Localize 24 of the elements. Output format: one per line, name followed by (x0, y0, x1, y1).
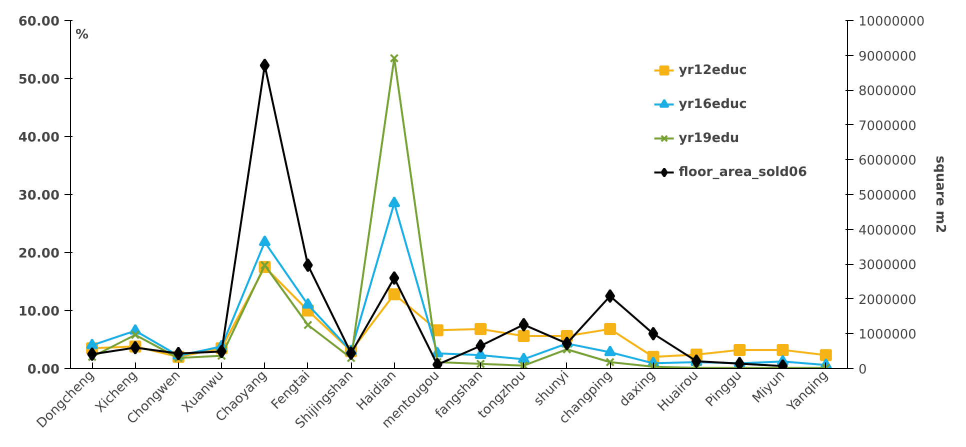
legend-label: yr12educ (678, 62, 747, 78)
y-tick-label: 60.00 (18, 14, 60, 30)
y2-tick-label: 9000000 (858, 49, 916, 64)
y2-tick-label: 0 (858, 362, 867, 378)
y2-tick-label: 8000000 (858, 84, 916, 100)
y-tick-label: 0.00 (27, 362, 60, 378)
y-tick-label: 50.00 (18, 72, 60, 88)
y2-tick-label: 5000000 (858, 188, 916, 204)
y2-tick-label: 1000000 (858, 328, 916, 343)
y2-tick-label: 2000000 (858, 292, 916, 308)
legend-label: floor_area_sold06 (678, 164, 807, 180)
legend-label: yr19edu (678, 130, 740, 146)
y2-tick-label: 7000000 (858, 118, 916, 134)
y2-tick-label: 4000000 (858, 223, 916, 238)
y-axis-title: % (76, 28, 89, 42)
legend-label: yr16educ (678, 96, 747, 112)
y-tick-label: 10.00 (18, 304, 60, 320)
y2-axis-title: square m2 (932, 156, 948, 234)
y2-tick-label: 3000000 (858, 258, 916, 274)
y2-tick-label: 6000000 (858, 154, 916, 169)
y-tick-label: 20.00 (18, 246, 60, 262)
y-tick-label: 40.00 (18, 130, 60, 146)
y2-tick-label: 10000000 (858, 14, 925, 30)
y-tick-label: 30.00 (18, 188, 60, 204)
